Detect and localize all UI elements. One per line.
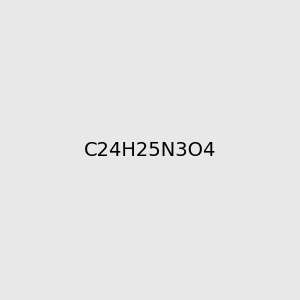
Text: C24H25N3O4: C24H25N3O4 <box>84 140 216 160</box>
